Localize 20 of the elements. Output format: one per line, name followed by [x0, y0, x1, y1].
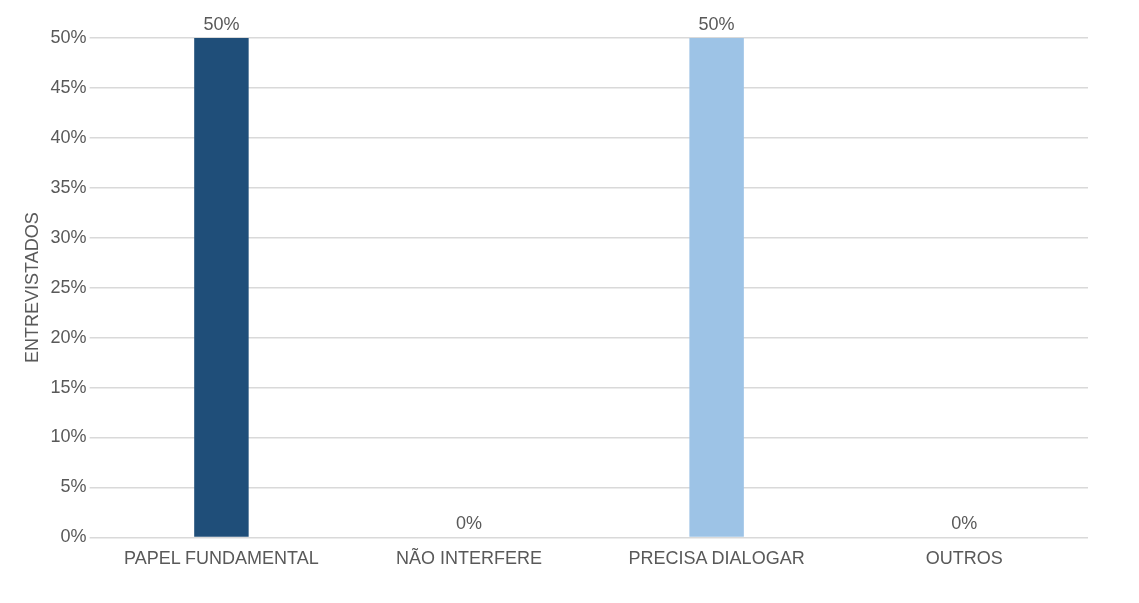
y-tick-label: 10%: [50, 426, 87, 447]
y-tick-label: 0%: [60, 526, 87, 547]
y-tick-label: 25%: [50, 276, 87, 297]
data-label: 50%: [203, 13, 240, 34]
x-tick-label: OUTROS: [925, 548, 1003, 569]
y-tick-label: 50%: [50, 26, 87, 47]
x-tick-label: NÃO INTERFERE: [396, 547, 543, 569]
x-tick-label: PAPEL FUNDAMENTAL: [124, 548, 319, 569]
y-tick-label: 20%: [50, 326, 87, 347]
data-label: 50%: [698, 13, 735, 34]
y-tick-label: 40%: [50, 126, 87, 147]
data-label: 0%: [951, 513, 978, 534]
y-tick-label: 5%: [60, 476, 87, 497]
y-tick-label: 30%: [50, 226, 87, 247]
y-tick-label: 15%: [50, 376, 87, 397]
y-tick-label: 45%: [50, 76, 87, 97]
y-axis-title: ENTREVISTADOS: [21, 212, 42, 364]
x-tick-label: PRECISA DIALOGAR: [628, 548, 805, 569]
data-label: 0%: [456, 513, 483, 534]
y-tick-label: 35%: [50, 176, 87, 197]
